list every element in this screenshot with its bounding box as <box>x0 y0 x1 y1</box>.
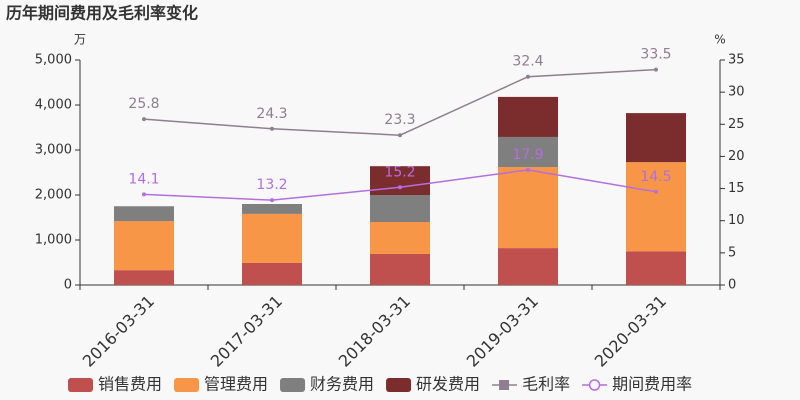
y-tick-label: 1,000 <box>35 233 72 248</box>
bar <box>370 195 430 222</box>
y2-tick-label: 30 <box>728 85 745 100</box>
bar <box>114 221 174 271</box>
bar <box>498 248 558 285</box>
x-tick-label: 2018-03-31 <box>335 292 414 371</box>
legend-label: 研发费用 <box>416 375 480 394</box>
data-label: 32.4 <box>512 54 543 70</box>
y2-tick-label: 35 <box>728 53 745 68</box>
bar <box>498 96 558 137</box>
legend-label: 期间费用率 <box>612 375 692 394</box>
chart-title: 历年期间费用及毛利率变化 <box>6 4 198 23</box>
legend-swatch <box>280 378 306 392</box>
x-tick-label: 2017-03-31 <box>207 292 286 371</box>
y-unit: 万 <box>74 33 86 47</box>
legend-label: 毛利率 <box>522 375 570 394</box>
data-label: 23.3 <box>384 112 415 128</box>
data-label: 25.8 <box>128 96 159 112</box>
bar <box>626 113 686 163</box>
legend-marker <box>588 379 601 391</box>
y-tick-label: 0 <box>64 278 72 293</box>
bar <box>242 262 302 285</box>
point <box>654 189 658 194</box>
data-label: 14.5 <box>640 169 671 185</box>
bar <box>242 213 302 263</box>
data-label: 17.9 <box>512 147 543 163</box>
point <box>398 185 402 190</box>
point <box>270 126 274 131</box>
legend-swatch <box>386 378 412 392</box>
data-label: 15.2 <box>384 164 415 180</box>
legend-label: 销售费用 <box>98 375 162 394</box>
point <box>526 74 530 79</box>
bar <box>498 136 558 168</box>
point <box>142 192 146 197</box>
legend-swatch <box>174 378 200 392</box>
point <box>398 133 402 138</box>
y-tick-label: 5,000 <box>35 53 72 68</box>
bar <box>370 222 430 254</box>
x-tick-label: 2016-03-31 <box>79 292 158 371</box>
point <box>526 167 530 172</box>
legend-label: 财务费用 <box>310 375 374 394</box>
x-tick-label: 2020-03-31 <box>591 292 670 371</box>
bar <box>626 251 686 285</box>
y2-unit: % <box>714 33 725 47</box>
y2-tick-label: 20 <box>728 149 745 164</box>
legend-swatch <box>68 378 93 392</box>
data-label: 24.3 <box>256 106 287 122</box>
y-tick-label: 3,000 <box>35 143 72 158</box>
y2-tick-label: 10 <box>728 213 745 228</box>
x-tick-label: 2019-03-31 <box>463 292 542 371</box>
y-tick-label: 2,000 <box>35 188 72 203</box>
bar <box>370 166 430 195</box>
point <box>142 117 146 122</box>
y2-tick-label: 25 <box>728 117 745 132</box>
bar <box>114 270 174 285</box>
y2-tick-label: 5 <box>728 245 736 260</box>
data-label: 13.2 <box>256 177 287 193</box>
y-tick-label: 4,000 <box>35 98 72 113</box>
data-label: 14.1 <box>128 171 159 187</box>
legend-label: 管理费用 <box>204 375 268 394</box>
bar <box>242 204 302 214</box>
data-label: 33.5 <box>640 47 671 63</box>
y2-tick-label: 15 <box>728 181 745 196</box>
bar <box>626 162 686 252</box>
point <box>654 67 658 72</box>
bar <box>370 253 430 285</box>
bar <box>114 206 174 222</box>
bar <box>498 167 558 249</box>
y2-tick-label: 0 <box>728 278 736 293</box>
point <box>270 198 274 203</box>
legend-marker <box>499 380 510 390</box>
